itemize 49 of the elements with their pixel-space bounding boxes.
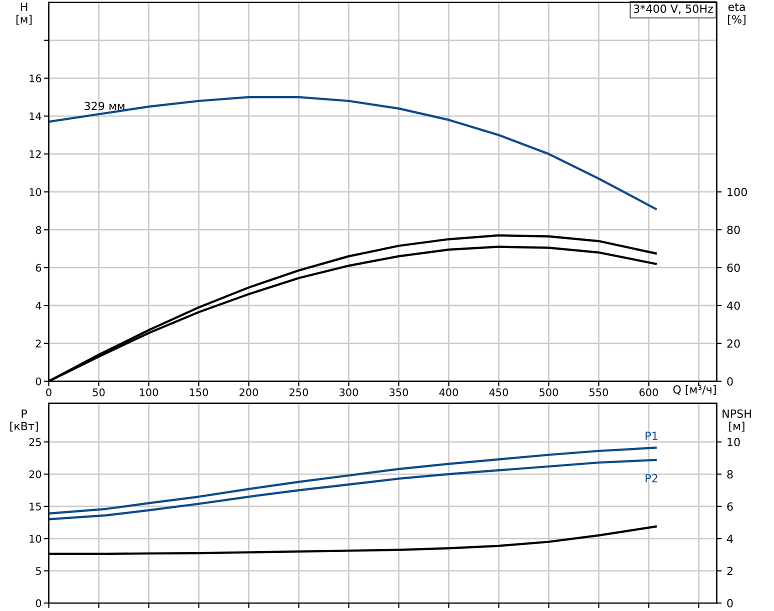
y2-axis-title: NPSH [м] [722, 409, 751, 432]
y2-tick-label: 100 [728, 188, 747, 196]
y-axis-title: P [кВт] [10, 410, 38, 432]
x-tick-label: 150 [190, 388, 208, 396]
x-tick-label: 400 [439, 388, 458, 396]
y-tick-label: 20 [29, 470, 42, 478]
y-tick-label: 10 [30, 188, 42, 196]
y-tick-label: 2 [36, 340, 41, 348]
y-tick-label: 12 [30, 150, 41, 158]
y2-tick-label: 4 [726, 534, 733, 543]
y2-tick-label: 0 [727, 377, 733, 386]
x-tick-label: 100 [140, 388, 158, 396]
x-tick-label: 200 [240, 388, 258, 396]
y2-tick-label: 20 [727, 339, 740, 348]
x-tick-label: 500 [540, 388, 558, 396]
y-tick-label: 4 [36, 302, 42, 310]
y-tick-label: 0 [36, 377, 42, 386]
series-label: P2 [646, 474, 658, 482]
y-tick-label: 15 [30, 502, 41, 510]
y-tick-label: 0 [36, 599, 42, 608]
x-axis-title: Q [м³/ч] [673, 385, 716, 395]
y-tick-label: 6 [36, 264, 42, 272]
y2-axis-title: eta [%] [728, 3, 746, 25]
y2-tick-label: 2 [727, 566, 732, 576]
y-tick-label: 5 [36, 567, 41, 575]
x-tick-label: 600 [640, 388, 658, 396]
x-tick-label: 0 [46, 388, 52, 396]
y-tick-label: 14 [30, 112, 42, 120]
x-tick-label: 550 [590, 388, 608, 396]
y-tick-label: 16 [30, 74, 42, 82]
y-tick-label: 8 [36, 226, 42, 234]
x-tick-label: 250 [290, 388, 308, 396]
y2-tick-label: 80 [727, 226, 740, 234]
series-label: P1 [646, 432, 658, 440]
y2-tick-label: 40 [726, 301, 740, 310]
y2-tick-label: 0 [727, 599, 733, 608]
y2-tick-label: 6 [727, 502, 733, 511]
y2-tick-label: 60 [727, 264, 740, 272]
x-tick-label: 300 [340, 388, 358, 396]
chart-title: 3*400 V, 50Hz [634, 4, 713, 14]
y-axis-title: H [м] [16, 2, 32, 25]
x-tick-label: 450 [489, 388, 508, 396]
x-tick-label: 50 [92, 388, 105, 396]
annotation: 329 мм [84, 102, 124, 110]
y2-tick-label: 10 [728, 438, 740, 446]
y-tick-label: 25 [29, 438, 41, 446]
y2-tick-label: 8 [727, 470, 733, 479]
x-tick-label: 350 [390, 388, 408, 396]
y-tick-label: 10 [30, 534, 42, 543]
